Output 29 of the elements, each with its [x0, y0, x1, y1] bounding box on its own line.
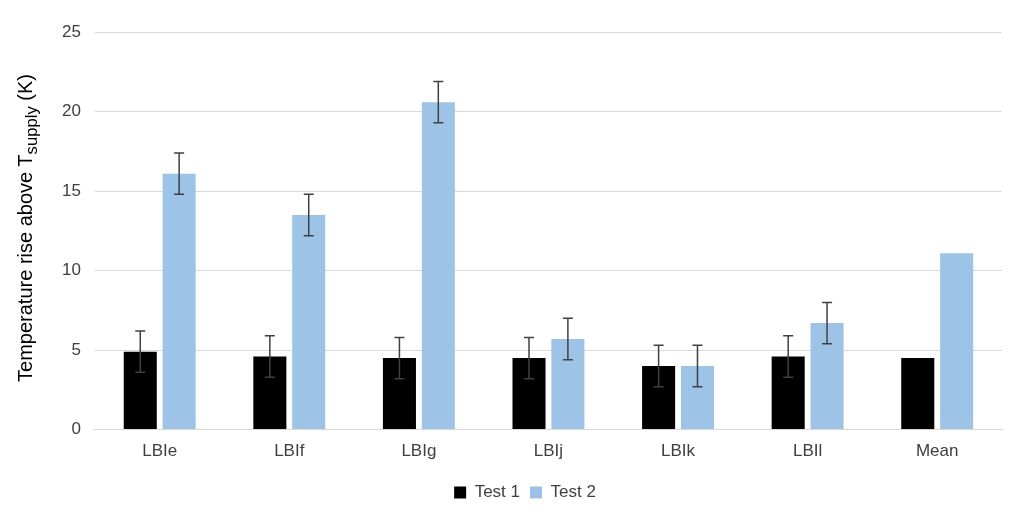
bar: [551, 338, 585, 430]
x-tick-label: Mean: [915, 441, 959, 461]
bar: [253, 356, 287, 430]
y-tick-label: 20: [61, 101, 81, 121]
bar: [382, 358, 416, 430]
x-tick-label: LBIk: [661, 441, 696, 461]
legend-label: Test 2: [550, 482, 596, 502]
y-tick-label: 5: [71, 339, 81, 359]
x-tick-label: LBIl: [792, 441, 823, 461]
bar: [162, 173, 196, 430]
y-tick-label: 25: [61, 21, 81, 41]
y-tick-label: 0: [71, 419, 81, 439]
x-tick-label: LBIe: [142, 441, 178, 461]
bar: [512, 358, 546, 430]
bar: [123, 351, 157, 430]
x-tick-label: LBIg: [401, 441, 437, 461]
bar: [642, 366, 676, 430]
bar: [292, 215, 326, 430]
bar: [771, 356, 805, 430]
y-tick-label: 10: [61, 260, 81, 280]
x-tick-label: LBIf: [274, 441, 305, 461]
x-tick-label: LBIj: [533, 441, 564, 461]
bar: [810, 323, 844, 430]
bar: [421, 102, 455, 430]
bar: [901, 358, 935, 430]
y-tick-label: 15: [61, 180, 81, 200]
bar: [940, 253, 974, 430]
legend-label: Test 1: [474, 482, 520, 502]
bar: [680, 366, 714, 430]
